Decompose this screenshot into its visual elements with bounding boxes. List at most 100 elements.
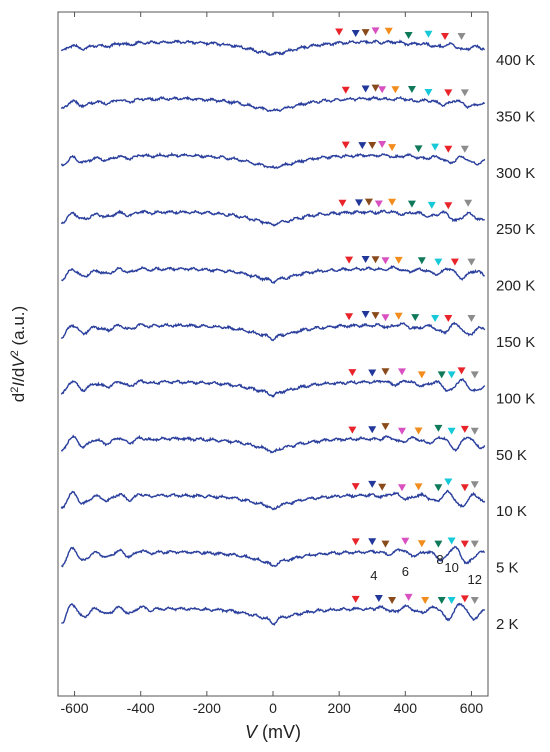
peak-marker [431, 143, 440, 151]
peak-marker [411, 314, 420, 322]
spectrum-curve [61, 264, 485, 285]
peak-marker [431, 315, 440, 322]
peak-marker [338, 199, 347, 207]
temperature-label: 5 K [496, 560, 519, 577]
peak-marker [427, 201, 436, 209]
peak-marker [368, 142, 377, 150]
spectrum-curve [60, 151, 486, 170]
peak-marker [444, 315, 453, 322]
peak-marker [447, 597, 456, 604]
peak-marker [460, 425, 469, 433]
peak-marker [441, 33, 449, 40]
peak-index-annotations: 4 6 810 12 [370, 552, 482, 587]
peak-marker [470, 481, 479, 489]
temperature-label: 10 K [496, 503, 527, 520]
peak-marker [348, 426, 357, 434]
peak-marker [417, 540, 426, 548]
peak-marker [345, 256, 354, 264]
temperature-label: 50 K [496, 447, 527, 464]
peak-marker [457, 33, 466, 40]
peak-marker [388, 198, 397, 206]
x-axis-label: V (mV) [245, 722, 301, 742]
x-tick-label: 600 [460, 700, 484, 716]
peak-marker [407, 85, 416, 93]
peak-marker [457, 367, 466, 375]
peak-marker [368, 369, 377, 377]
peak-marker [460, 595, 469, 603]
temperature-labels: 400 K 350 K 300 K 250 K 200 K 150 K 100 K 50 K 1… [496, 52, 535, 633]
y-axis-label: d2I/dV2 (a.u.) [9, 306, 28, 402]
peak-marker [470, 427, 479, 435]
peak-marker [444, 202, 453, 210]
peak-marker [434, 484, 443, 492]
spectrum-curve [60, 209, 486, 227]
peak-marker [335, 28, 344, 36]
peak-marker [361, 311, 370, 319]
x-tick-label: 200 [327, 700, 351, 716]
peak-marker [358, 142, 367, 150]
peak-marker [371, 312, 380, 320]
peak-marker [388, 597, 397, 604]
peak-marker [388, 144, 397, 152]
temperature-label: 400 K [496, 52, 535, 69]
peak-marker [398, 427, 406, 435]
x-tick-label: -600 [61, 700, 89, 716]
peak-marker [467, 258, 476, 266]
spectrum-curve [60, 489, 486, 511]
peak-marker [437, 371, 446, 379]
peak-marker [444, 478, 453, 486]
peak-index-label: 10 [444, 560, 458, 575]
peak-marker [381, 314, 390, 322]
peak-marker [434, 424, 443, 432]
spectrum-curve [60, 39, 486, 57]
peak-marker [464, 199, 473, 207]
peak-marker [414, 483, 423, 491]
peak-marker [447, 371, 456, 379]
peak-marker [421, 597, 430, 604]
peak-marker [378, 483, 387, 491]
spectra-curves [60, 39, 486, 627]
spectrum-curve [61, 545, 486, 568]
peak-marker [351, 595, 360, 603]
peak-marker [371, 256, 380, 264]
peak-marker [470, 371, 479, 379]
peak-marker [444, 145, 453, 153]
peak-index-label: 12 [468, 572, 482, 587]
peak-marker [384, 27, 393, 35]
spectrum-curve [60, 95, 486, 112]
temperature-label: 200 K [496, 278, 535, 295]
peak-marker [371, 27, 380, 35]
x-tick-label: 400 [394, 700, 418, 716]
peak-marker [361, 85, 370, 93]
peak-marker [447, 427, 456, 435]
peak-marker [414, 427, 423, 435]
peak-marker [351, 538, 360, 546]
peak-marker [450, 258, 459, 266]
peak-marker [417, 371, 426, 379]
peak-marker [434, 540, 443, 548]
peak-marker [378, 140, 387, 148]
peak-marker [374, 200, 383, 208]
peak-marker [345, 313, 354, 321]
peak-marker [374, 594, 383, 602]
peak-marker [361, 256, 370, 264]
peak-marker [398, 484, 406, 492]
peak-marker [444, 89, 453, 97]
x-tick-label: -400 [127, 700, 155, 716]
peak-marker [414, 145, 423, 153]
peak-marker [351, 30, 360, 38]
peak-marker [447, 537, 456, 545]
peak-marker [371, 84, 380, 92]
peak-marker [348, 369, 357, 377]
peak-marker [368, 480, 377, 488]
peak-marker [460, 540, 469, 548]
peak-marker [434, 258, 443, 266]
peak-index-label: 4 [370, 568, 377, 583]
peak-marker [460, 484, 469, 492]
temperature-label: 2 K [496, 616, 519, 633]
peak-marker [355, 199, 363, 207]
temperature-label: 100 K [496, 390, 535, 407]
peak-marker [394, 312, 403, 320]
peak-marker [417, 257, 426, 265]
